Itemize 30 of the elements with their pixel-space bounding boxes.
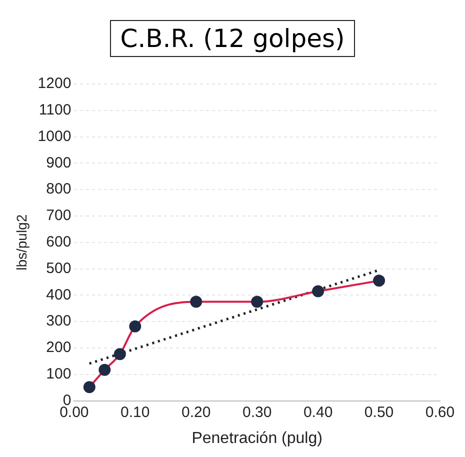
y-tick-label: 1000 <box>38 128 72 145</box>
point <box>129 320 142 332</box>
y-tick-label: 700 <box>46 207 72 224</box>
x-axis-title: Penetración (pulg) <box>192 430 322 447</box>
point <box>114 348 126 360</box>
chart-title: C.B.R. (12 golpes) <box>110 20 355 57</box>
y-tick-label: 200 <box>46 339 72 356</box>
x-tick-label: 0.00 <box>60 404 89 421</box>
point <box>312 285 324 298</box>
point <box>373 274 386 287</box>
x-tick-label: 0.60 <box>425 404 455 421</box>
y-tick-label: 900 <box>46 154 72 172</box>
y-tick-label: 800 <box>46 180 72 198</box>
x-tick-label: 0.10 <box>120 404 150 421</box>
y-tick-label: 100 <box>46 366 72 383</box>
point <box>98 364 111 376</box>
x-tick-label: 0.40 <box>303 404 333 421</box>
x-tick-label: 0.50 <box>364 404 394 421</box>
y-tick-label: 500 <box>46 260 72 277</box>
x-tick-label: 0.20 <box>182 404 211 421</box>
point <box>83 381 96 394</box>
point <box>251 296 264 308</box>
x-tick-label: 0.30 <box>242 404 272 421</box>
y-tick-label: 400 <box>46 286 72 304</box>
y-tick-label: 1100 <box>38 102 72 119</box>
y-tick-label: 1200 <box>38 75 72 92</box>
y-tick-label: 600 <box>46 234 72 251</box>
point <box>190 296 202 308</box>
y-axis-title: lbs/pulg2 <box>13 214 30 270</box>
y-tick-label: 300 <box>46 312 72 330</box>
